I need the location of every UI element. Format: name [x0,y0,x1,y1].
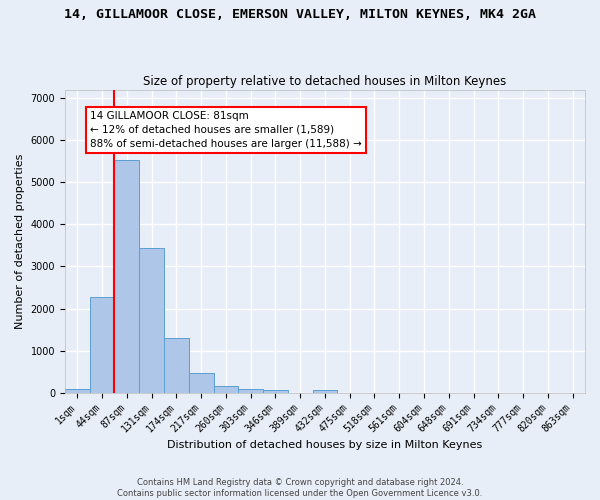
Bar [139,248,164,392]
Bar [263,390,288,392]
Bar [238,390,263,392]
Bar [313,390,337,392]
Text: 14 GILLAMOOR CLOSE: 81sqm
← 12% of detached houses are smaller (1,589)
88% of se: 14 GILLAMOOR CLOSE: 81sqm ← 12% of detac… [89,110,361,148]
X-axis label: Distribution of detached houses by size in Milton Keynes: Distribution of detached houses by size … [167,440,482,450]
Bar [65,390,89,392]
Bar [115,160,139,392]
Y-axis label: Number of detached properties: Number of detached properties [15,154,25,329]
Bar [189,373,214,392]
Bar [164,338,189,392]
Bar [214,386,238,392]
Text: Contains HM Land Registry data © Crown copyright and database right 2024.
Contai: Contains HM Land Registry data © Crown c… [118,478,482,498]
Bar [89,297,115,392]
Text: 14, GILLAMOOR CLOSE, EMERSON VALLEY, MILTON KEYNES, MK4 2GA: 14, GILLAMOOR CLOSE, EMERSON VALLEY, MIL… [64,8,536,20]
Title: Size of property relative to detached houses in Milton Keynes: Size of property relative to detached ho… [143,76,506,88]
